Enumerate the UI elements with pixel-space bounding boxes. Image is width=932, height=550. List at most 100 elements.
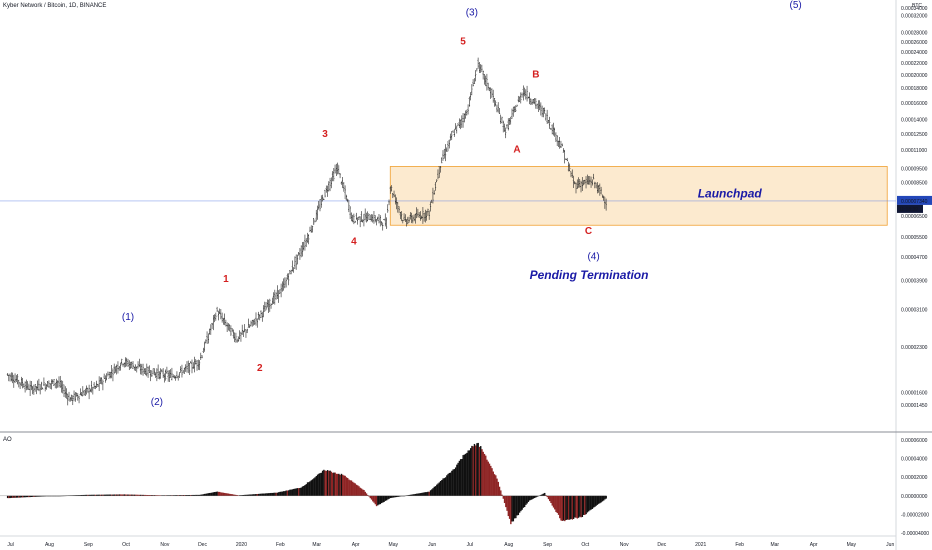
ao-bar: [251, 494, 254, 496]
ao-bar: [15, 495, 18, 498]
ao-bar: [408, 494, 410, 496]
ao-bar: [305, 484, 307, 496]
ao-bar: [240, 495, 242, 496]
ao-bar: [551, 495, 553, 506]
ao-bar: [402, 495, 404, 497]
ao-bar: [168, 495, 171, 496]
ao-bar: [335, 473, 338, 496]
ao-bar: [452, 469, 454, 496]
ao-bar: [188, 494, 191, 496]
ao-bar: [170, 495, 172, 496]
wave-label-red: 2: [257, 363, 263, 374]
ao-bar: [213, 492, 216, 496]
ao-bar: [505, 495, 507, 508]
ao-bar: [35, 495, 38, 497]
ao-bar: [255, 494, 257, 496]
ao-bar: [427, 491, 429, 496]
price-tick-label: 0.00018000: [901, 86, 928, 92]
price-tick-label: 0.00003900: [901, 278, 928, 284]
ao-bar: [564, 495, 566, 522]
ao-bar: [380, 495, 383, 504]
ao-bar: [18, 495, 20, 498]
ao-bar: [443, 478, 446, 496]
ao-bar: [393, 495, 395, 498]
ao-bar: [434, 486, 437, 496]
ao-bar: [604, 495, 606, 500]
ao-bar: [423, 492, 425, 496]
ao-bar: [462, 455, 464, 496]
ao-bar: [344, 475, 346, 496]
ao-bar: [293, 488, 295, 496]
ao-bar: [225, 493, 227, 496]
ao-bar: [424, 492, 427, 496]
ao-bar: [205, 493, 207, 496]
ao-bar: [153, 495, 156, 496]
price-tick-label: 0.00032000: [901, 14, 928, 20]
ao-bar: [288, 490, 290, 496]
ao-bar: [521, 495, 523, 510]
ao-bar: [600, 495, 602, 503]
ao-bar: [418, 493, 420, 496]
ao-bar: [590, 495, 592, 510]
ao-bar: [72, 495, 74, 496]
wave-label-blue: (5): [789, 0, 801, 11]
ao-bar: [343, 475, 345, 496]
ao-bar: [579, 495, 581, 517]
ao-bar: [208, 492, 211, 496]
ao-bar: [147, 494, 149, 496]
ao-bar: [313, 478, 315, 496]
ao-bar: [365, 493, 368, 496]
ao-bar: [20, 495, 23, 498]
ao-bar: [286, 490, 289, 496]
ao-bar: [444, 477, 447, 496]
ao-bar: [526, 495, 528, 504]
ao-bar: [436, 484, 438, 496]
ao-bar: [314, 477, 316, 496]
ao-bar: [58, 495, 60, 497]
ao-bar: [94, 494, 97, 496]
ao-bar: [473, 443, 476, 496]
ao-bar: [360, 488, 363, 496]
ao-bar: [354, 483, 356, 496]
ao-bar: [215, 491, 217, 496]
ao-bar: [421, 492, 423, 496]
ao-bar: [149, 495, 152, 496]
ao-tick-label: 0.00004000: [901, 457, 928, 463]
ao-bar: [330, 471, 333, 496]
ao-bar: [533, 495, 536, 499]
ao-bar: [45, 495, 48, 497]
ao-bar: [114, 494, 117, 496]
ao-bar: [363, 490, 365, 496]
ao-bar: [171, 495, 173, 496]
price-tick-label: 0.00008500: [901, 180, 928, 186]
ao-bar: [118, 494, 121, 496]
ao-bar: [574, 495, 576, 518]
ao-bar: [577, 495, 580, 518]
ao-bar: [244, 494, 246, 496]
ao-bar: [382, 495, 384, 503]
ao-bar: [403, 495, 405, 497]
ao-bar: [486, 459, 488, 496]
ao-bar: [80, 494, 83, 496]
ao-bar: [368, 495, 370, 497]
ao-bar: [185, 495, 187, 496]
ao-bar: [21, 495, 24, 498]
price-tick-label: 0.00022000: [901, 61, 928, 67]
ao-bar: [397, 495, 399, 497]
ao-bar: [429, 490, 432, 496]
ao-bar: [44, 495, 46, 497]
ao-bar: [157, 495, 159, 496]
ao-bar: [336, 473, 339, 496]
ao-bar: [175, 495, 177, 496]
ao-bar: [326, 470, 329, 496]
ao-bar: [597, 495, 600, 504]
ao-bar: [242, 494, 245, 496]
ao-bar: [132, 494, 134, 496]
price-tick-label: 0.00002300: [901, 345, 928, 351]
ao-bar: [93, 494, 95, 496]
ao-bar: [198, 494, 201, 496]
ao-bar: [89, 494, 92, 496]
ao-bar: [374, 495, 377, 505]
time-tick-label: Feb: [735, 542, 744, 548]
